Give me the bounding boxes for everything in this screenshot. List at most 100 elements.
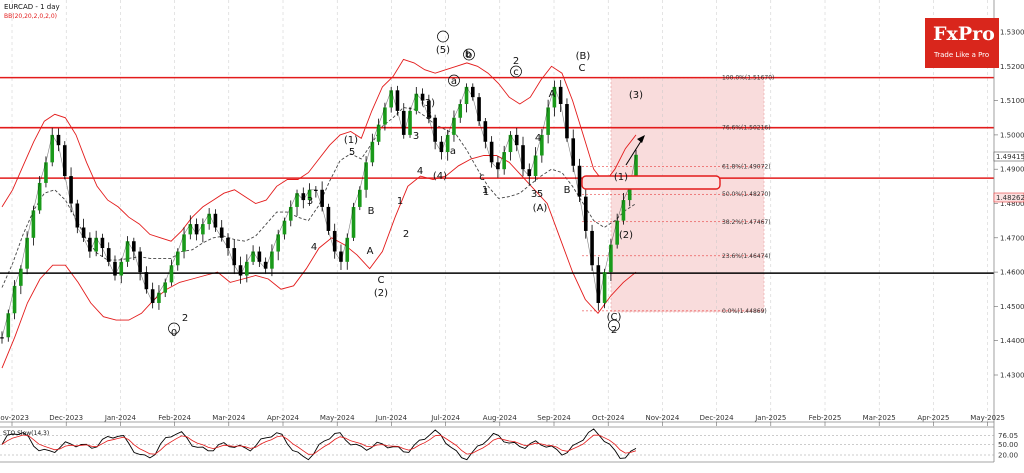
wave-label: 5: [537, 189, 543, 200]
candle-body: [37, 182, 42, 211]
wave-label: A: [367, 246, 374, 257]
candle-body: [0, 337, 4, 339]
candle-body: [182, 234, 186, 252]
candle-body: [113, 261, 117, 276]
candle-body: [452, 117, 456, 135]
candle-body: [477, 97, 481, 122]
wave-label: B: [368, 206, 375, 217]
candle-body: [408, 110, 412, 135]
price-tick-label: 1.46000: [1000, 269, 1024, 277]
wave-label: 2: [611, 325, 617, 336]
wave-label: 4: [535, 133, 541, 144]
stochastic-k-line: [1, 428, 637, 461]
wave-label: C: [579, 63, 586, 74]
fib-label: 38.2%(1.47467): [722, 219, 771, 226]
candle-body: [502, 152, 506, 170]
candle-body: [627, 186, 632, 201]
candle-body: [282, 220, 287, 235]
date-tick-label: Feb-2025: [809, 414, 842, 422]
wave-label: B: [564, 185, 571, 196]
wave-label: C: [378, 275, 385, 286]
wave-label: A: [549, 89, 556, 100]
wave-circle: [510, 65, 522, 78]
wave-label: c: [479, 172, 485, 183]
candle-body: [634, 154, 638, 187]
candle-body: [31, 210, 36, 238]
wave-label: (2): [619, 230, 633, 241]
wave-label: 2: [403, 229, 409, 240]
price-tick-label: 1.51000: [1000, 97, 1024, 105]
candle-body: [558, 86, 563, 105]
candle-body: [596, 265, 601, 303]
wave-label: 5: [426, 111, 432, 122]
date-ticks: Nov-2023 Dec-2023 Jan-2024 Feb-2024 Mar-2024…: [0, 414, 1005, 426]
wave-label: 1: [397, 196, 403, 207]
candle-body: [106, 248, 111, 262]
fib-label: 23.6%(1.46474): [722, 253, 771, 260]
candle-body: [445, 134, 450, 153]
wave-label: 3: [413, 131, 419, 142]
wave-label: a: [450, 146, 456, 157]
date-tick-label: Apr-2024: [267, 414, 300, 422]
candle-body: [169, 265, 174, 283]
candle-body: [571, 138, 576, 166]
candle-body: [81, 227, 86, 238]
wave-label: (3): [421, 98, 435, 109]
candle-body: [50, 134, 55, 163]
date-tick-label: Nov-2024: [645, 414, 679, 422]
candle-body: [458, 104, 463, 118]
candle-body: [326, 206, 331, 231]
candle-body: [263, 261, 268, 269]
candle-body: [621, 200, 626, 221]
wave-label: (4): [433, 171, 447, 182]
candle-body: [6, 313, 11, 338]
target-box: [581, 175, 721, 190]
wave-circle: [168, 322, 180, 335]
candle-body: [88, 237, 92, 252]
candle-body: [44, 162, 48, 183]
price-tick-label: 1.45000: [1000, 303, 1024, 311]
candle-body: [339, 251, 343, 262]
chart-symbol: EURCAD - 1 day: [4, 3, 60, 11]
wave-circle: [437, 30, 449, 43]
candle-body: [295, 193, 299, 207]
oscillator-label: STO Slow(14,3): [3, 430, 49, 437]
stochastic-panel: [0, 428, 994, 461]
candle-body: [609, 244, 613, 273]
candle-body: [288, 206, 293, 221]
stochastic-tick-label: 50.00: [998, 441, 1018, 449]
date-tick-label: Feb-2024: [158, 414, 191, 422]
price-tick-label: 1.52000: [1000, 63, 1024, 71]
candle-body: [194, 224, 199, 235]
date-tick-label: Apr-2025: [917, 414, 949, 422]
candle-body: [144, 272, 149, 290]
date-tick-label: Jan-2024: [104, 414, 137, 422]
candle-body: [251, 251, 255, 262]
fib-levels: 100.0%(1.51670) 76.6%(1.50216) 61.8%(1.490…: [582, 75, 774, 315]
candle-body: [583, 196, 588, 231]
candle-body: [332, 230, 337, 252]
candle-body: [464, 86, 469, 105]
fib-label: 50.0%(1.48270): [722, 191, 771, 198]
date-tick-label: Sep-2024: [537, 414, 571, 422]
wave-label: 0: [171, 328, 177, 339]
candle-body: [427, 100, 431, 118]
date-tick-label: Aug-2024: [483, 414, 518, 422]
candle-body: [226, 237, 230, 249]
candle-body: [470, 86, 475, 98]
candle-body: [163, 282, 168, 293]
candle-body: [577, 165, 582, 197]
axes: [0, 0, 995, 463]
candle-body: [69, 176, 73, 204]
candle-body: [345, 237, 350, 262]
candle-body: [383, 107, 387, 125]
fib-label: 0.0%(1.44869): [722, 308, 767, 315]
grid: [11, 0, 988, 422]
candle-body: [207, 213, 211, 225]
bb-lower-band: [1, 155, 637, 369]
current-price-tag-2: [993, 192, 1024, 203]
candle-body: [62, 145, 67, 177]
wave-label: 3: [531, 189, 537, 200]
candle-body: [19, 268, 23, 286]
